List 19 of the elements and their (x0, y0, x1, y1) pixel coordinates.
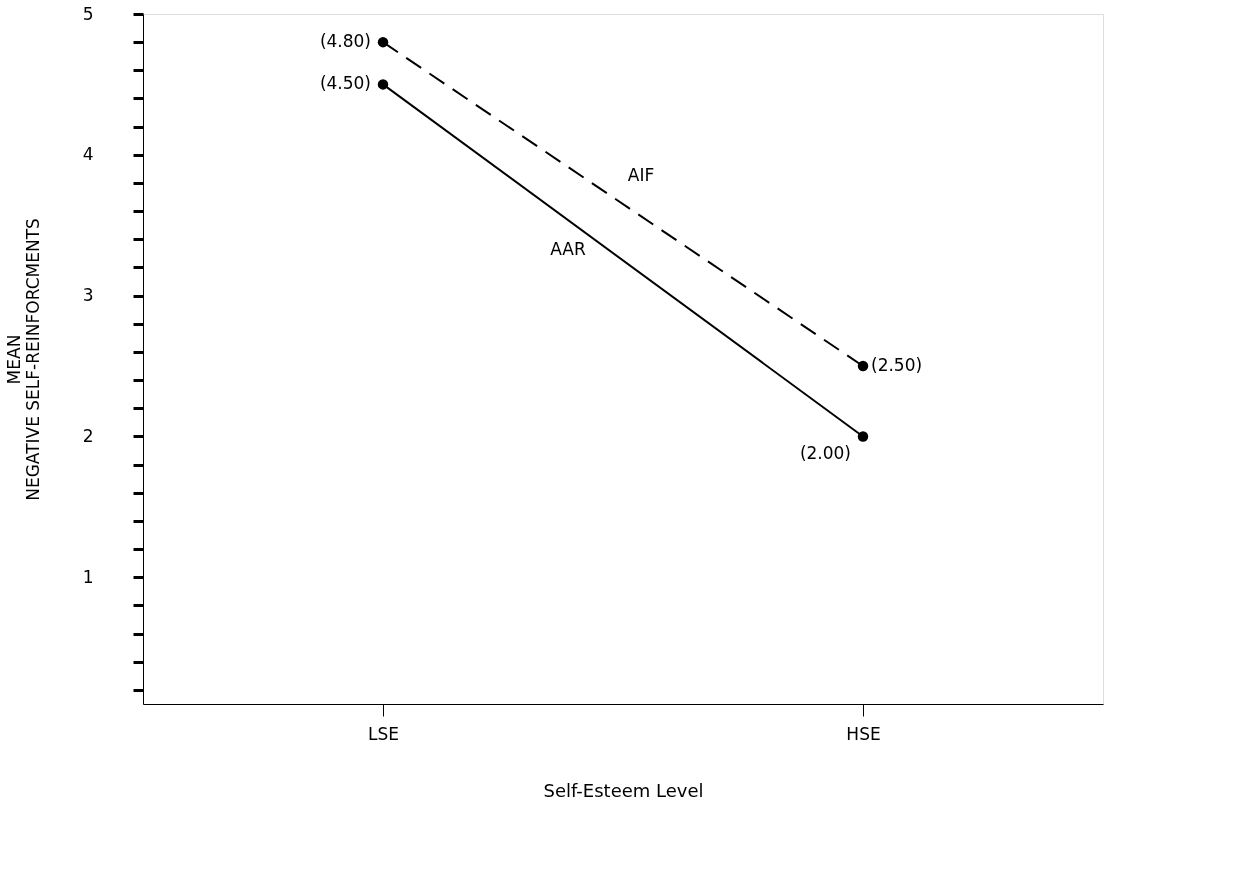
data-label: (4.80) (319, 31, 371, 52)
y-tick-label: 2 (82, 425, 94, 446)
point (857, 360, 869, 372)
data-label: (2.50) (871, 355, 923, 376)
x-tick-label: HSE (846, 723, 881, 744)
series-label: AAR (550, 239, 586, 260)
x-axis-title: Self-Esteem Level (543, 779, 704, 801)
data-label: (4.50) (319, 73, 371, 94)
x-tick-label: LSE (367, 723, 400, 744)
y-tick-label: 4 (82, 144, 94, 165)
point (377, 79, 389, 90)
data-label: (2.00) (799, 443, 851, 464)
point (857, 431, 869, 442)
y-tick-label: 3 (82, 285, 94, 306)
y-tick-label: 1 (82, 566, 94, 587)
point (377, 36, 389, 48)
y-tick-label: 5 (82, 3, 94, 24)
series-label: AIF (627, 165, 655, 186)
y-axis-title: MEAN NEGATIVE SELF-REINFORCMENTS (3, 218, 43, 501)
